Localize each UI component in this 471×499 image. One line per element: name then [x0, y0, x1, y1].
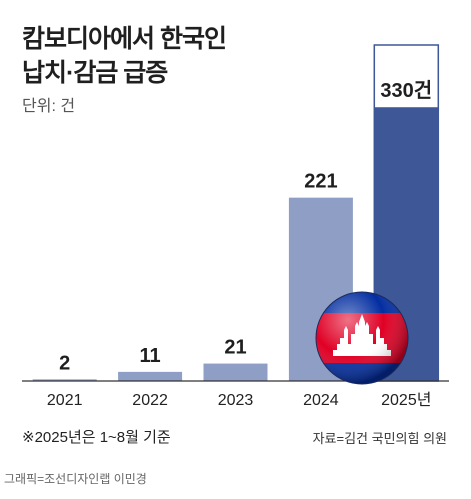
x-tick-label: 2023	[218, 392, 254, 409]
x-tick-label: 2025년	[381, 391, 431, 409]
value-labels-group: 2 11 21 221 330건	[59, 79, 432, 374]
source-label: 자료=김건 국민의힘 의원	[312, 431, 447, 446]
unit-label: 단위: 건	[22, 98, 76, 115]
title-line-2: 납치·감금 급증	[22, 59, 168, 87]
x-tick-label: 2021	[47, 392, 83, 409]
bar-chart: 2 11 21 221 330건 2021 2022 2023 2024 2025년	[22, 44, 449, 409]
cambodia-flag-ball-icon	[315, 291, 409, 385]
value-label: 2	[59, 352, 70, 374]
bar-2022	[118, 371, 183, 381]
bar-2023	[203, 363, 268, 381]
tick-labels-group: 2021 2022 2023 2024 2025년	[47, 391, 432, 409]
value-label: 11	[140, 345, 161, 367]
bar-2021	[32, 379, 97, 381]
footnote: ※2025년은 1~8월 기준	[22, 429, 171, 446]
x-tick-label: 2024	[303, 392, 339, 409]
chart-title: 캄보디아에서 한국인 납치·감금 급증	[22, 22, 227, 90]
value-label: 21	[224, 337, 246, 359]
value-label: 330건	[380, 79, 432, 102]
graphic-credit: 그래픽=조선디자인랩 이민경	[4, 472, 147, 486]
value-label: 221	[304, 171, 337, 193]
x-tick-label: 2022	[132, 392, 168, 409]
title-line-1: 캄보디아에서 한국인	[22, 25, 227, 53]
